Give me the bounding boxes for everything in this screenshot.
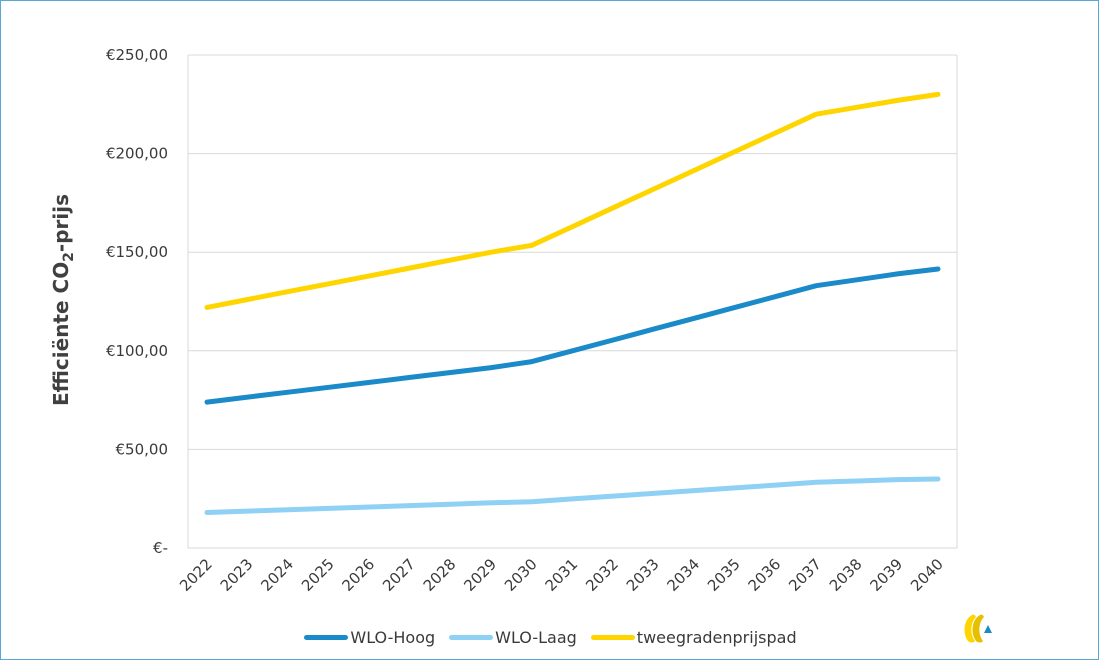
legend-swatch-tweegradenprijspad — [590, 635, 635, 640]
legend-swatch-wlo-laag — [449, 635, 494, 640]
y-tick-label: €250,00 — [106, 46, 168, 64]
y-axis-label: Efficiënte CO2-prijs — [49, 194, 77, 406]
y-tick-label: €150,00 — [106, 243, 168, 261]
series-line-wlo-laag — [204, 476, 941, 515]
y-axis-label-main: Efficiënte CO — [49, 262, 73, 406]
legend-label-tweegradenprijspad: tweegradenprijspad — [636, 628, 797, 647]
x-tick-label: 2032 — [582, 555, 622, 595]
logo-icon — [964, 614, 992, 643]
y-tick-label: €200,00 — [106, 145, 168, 163]
x-tick-label: 2035 — [704, 555, 744, 595]
y-tick-label: €50,00 — [116, 440, 169, 458]
x-tick-label: 2027 — [379, 555, 419, 595]
x-tick-label: 2036 — [745, 555, 785, 595]
y-axis-ticks: €- €50,00 €100,00 €150,00 €200,00 €250,00 — [106, 46, 168, 557]
series-line-tweegradenprijspad — [204, 91, 941, 310]
x-tick-label: 2023 — [217, 555, 257, 595]
legend-item-tweegradenprijspad: tweegradenprijspad — [590, 628, 797, 647]
legend-item-wlo-laag: WLO-Laag — [449, 628, 577, 647]
x-tick-label: 2026 — [339, 555, 379, 595]
y-tick-label: €- — [153, 539, 168, 557]
x-tick-label: 2033 — [623, 555, 663, 595]
legend-label-wlo-hoog: WLO-Hoog — [350, 628, 436, 647]
legend-item-wlo-hoog: WLO-Hoog — [304, 628, 435, 647]
series-line-wlo-hoog — [204, 266, 941, 405]
y-axis-label-subscript: 2 — [61, 252, 77, 262]
x-tick-label: 2030 — [501, 555, 541, 595]
x-tick-label: 2040 — [907, 555, 947, 595]
x-tick-label: 2034 — [663, 555, 703, 595]
x-tick-label: 2028 — [420, 555, 460, 595]
x-axis-ticks: 2022 2023 2024 2025 2026 2027 2028 2029 2030 2031… — [176, 555, 947, 595]
y-axis-label-suffix: -prijs — [49, 194, 73, 252]
y-tick-label: €100,00 — [106, 342, 168, 360]
x-tick-label: 2024 — [257, 555, 297, 595]
grid — [187, 54, 958, 549]
x-tick-label: 2031 — [542, 555, 582, 595]
series-lines — [204, 91, 941, 515]
x-tick-label: 2029 — [460, 555, 500, 595]
x-tick-label: 2038 — [826, 555, 866, 595]
legend: WLO-Hoog WLO-Laag tweegradenprijspad — [0, 628, 1101, 647]
legend-swatch-wlo-hoog — [304, 635, 349, 640]
x-tick-label: 2022 — [176, 555, 216, 595]
x-tick-label: 2025 — [298, 555, 338, 595]
legend-label-wlo-laag: WLO-Laag — [495, 628, 577, 647]
x-tick-label: 2039 — [866, 555, 906, 595]
x-tick-label: 2037 — [785, 555, 825, 595]
